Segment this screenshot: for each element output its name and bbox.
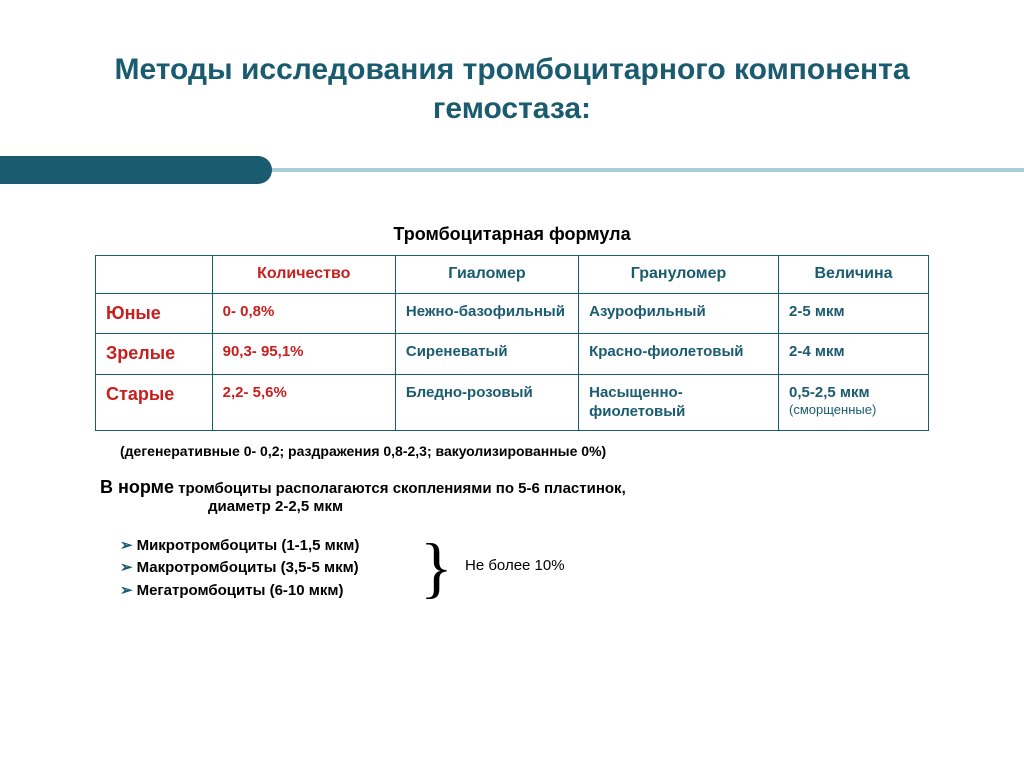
row-hyalomer: Бледно-розовый	[395, 374, 578, 430]
row-hyalomer: Нежно-базофильный	[395, 293, 578, 333]
list-text: Макротромбоциты (3,5-5 мкм)	[137, 559, 359, 576]
header-size: Величина	[779, 256, 929, 294]
list-text: Мегатромбоциты (6-10 мкм)	[137, 582, 344, 599]
row-label: Юные	[96, 293, 213, 333]
header-blank	[96, 256, 213, 294]
row-granulomer: Азурофильный	[579, 293, 779, 333]
size-main: 2-5 мкм	[789, 303, 845, 320]
list-item: ➢Макротромбоциты (3,5-5 мкм)	[120, 557, 1024, 580]
list-item: ➢Микротромбоциты (1-1,5 мкм)	[120, 535, 1024, 558]
decor-pill	[0, 156, 272, 184]
header-granulomer: Грануломер	[579, 256, 779, 294]
row-count: 2,2- 5,6%	[212, 374, 395, 430]
table-footnote: (дегенеративные 0- 0,2; раздражения 0,8-…	[120, 443, 929, 459]
slide-title: Методы исследования тромбоцитарного комп…	[80, 50, 944, 128]
row-hyalomer: Сиреневатый	[395, 334, 578, 374]
list-item: ➢Мегатромбоциты (6-10 мкм)	[120, 580, 1024, 603]
header-count: Количество	[212, 256, 395, 294]
bullet-icon: ➢	[120, 582, 133, 599]
table-row: Юные 0- 0,8% Нежно-базофильный Азурофиль…	[96, 293, 929, 333]
bullet-icon: ➢	[120, 559, 133, 576]
row-label: Старые	[96, 374, 213, 430]
norm-line1: тромбоциты располагаются скоплениями по …	[174, 480, 626, 497]
norm-line2: диаметр 2-2,5 мкм	[208, 498, 929, 515]
bullet-icon: ➢	[120, 537, 133, 554]
list-text: Микротромбоциты (1-1,5 мкм)	[137, 537, 360, 554]
size-note: (сморщенные)	[789, 402, 918, 419]
norm-block: В норме тромбоциты располагаются скоплен…	[100, 477, 929, 515]
table-row: Старые 2,2- 5,6% Бледно-розовый Насыщенн…	[96, 374, 929, 430]
row-size: 2-5 мкм	[779, 293, 929, 333]
row-label: Зрелые	[96, 334, 213, 374]
norm-prefix: В норме	[100, 477, 174, 497]
formula-table-wrap: Количество Гиаломер Грануломер Величина …	[95, 255, 929, 431]
curly-brace-icon: }	[420, 533, 453, 601]
brace-label: Не более 10%	[465, 557, 565, 574]
table-row: Зрелые 90,3- 95,1% Сиреневатый Красно-фи…	[96, 334, 929, 374]
row-size: 0,5-2,5 мкм (сморщенные)	[779, 374, 929, 430]
header-hyalomer: Гиаломер	[395, 256, 578, 294]
row-granulomer: Красно-фиолетовый	[579, 334, 779, 374]
formula-table: Количество Гиаломер Грануломер Величина …	[95, 255, 929, 431]
table-header-row: Количество Гиаломер Грануломер Величина	[96, 256, 929, 294]
row-count: 90,3- 95,1%	[212, 334, 395, 374]
size-classes-list: ➢Микротромбоциты (1-1,5 мкм) ➢Макротромб…	[120, 535, 1024, 603]
table-body: Юные 0- 0,8% Нежно-базофильный Азурофиль…	[96, 293, 929, 430]
table-subtitle: Тромбоцитарная формула	[0, 224, 1024, 245]
row-size: 2-4 мкм	[779, 334, 929, 374]
row-granulomer: Насыщенно-фиолетовый	[579, 374, 779, 430]
row-count: 0- 0,8%	[212, 293, 395, 333]
size-main: 0,5-2,5 мкм	[789, 384, 870, 401]
slide-container: Методы исследования тромбоцитарного комп…	[0, 0, 1024, 767]
size-main: 2-4 мкм	[789, 343, 845, 360]
title-underline	[0, 156, 1024, 184]
